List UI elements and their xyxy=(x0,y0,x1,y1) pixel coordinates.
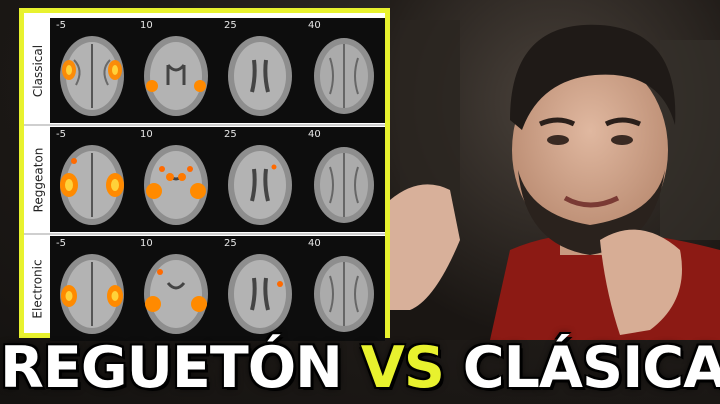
brain-scan-figure: Classical -5 10 xyxy=(19,8,390,341)
slice-strip: -5 10 xyxy=(50,18,385,123)
brain-slice: -5 xyxy=(50,236,133,341)
brain-slice: 10 xyxy=(134,127,217,232)
row-label: Reggeaton xyxy=(31,147,45,212)
slice-number: 25 xyxy=(224,20,237,31)
brain-slice: -5 xyxy=(50,18,133,123)
brain-slice: 40 xyxy=(302,18,385,123)
brain-slice: 10 xyxy=(134,18,217,123)
brain-slice: -5 xyxy=(50,127,133,232)
slice-number: 25 xyxy=(224,238,237,249)
slice-number: 40 xyxy=(308,238,321,249)
slice-strip: -5 10 xyxy=(50,127,385,232)
headline-vs: VS xyxy=(360,335,445,401)
row-label: Classical xyxy=(31,44,46,97)
headline-word-classical: CLÁSICA xyxy=(462,335,720,401)
slice-number: 40 xyxy=(308,20,321,31)
brain-slice: 40 xyxy=(302,236,385,341)
slice-number: -5 xyxy=(56,20,66,31)
headline-word-reggaeton: REGUETÓN xyxy=(0,335,343,401)
brain-slice: 25 xyxy=(218,236,301,341)
slice-number: -5 xyxy=(56,238,66,249)
figure-row-classical: Classical -5 10 xyxy=(24,18,385,123)
slice-number: -5 xyxy=(56,129,66,140)
slice-number: 40 xyxy=(308,129,321,140)
row-divider xyxy=(24,124,385,126)
brain-slice: 25 xyxy=(218,127,301,232)
brain-slice: 40 xyxy=(302,127,385,232)
figure-row-electronic: Electronic -5 10 xyxy=(24,236,385,341)
slice-number: 25 xyxy=(224,129,237,140)
headline: REGUETÓN VS CLÁSICA xyxy=(0,332,720,404)
figure-row-reggeaton: Reggeaton -5 10 xyxy=(24,127,385,232)
slice-strip: -5 10 xyxy=(50,236,385,341)
row-divider xyxy=(24,233,385,235)
person-photo xyxy=(390,0,720,340)
slice-number: 10 xyxy=(140,129,153,140)
row-label: Electronic xyxy=(31,258,45,319)
brain-slice: 10 xyxy=(134,236,217,341)
brain-slice: 25 xyxy=(218,18,301,123)
slice-number: 10 xyxy=(140,238,153,249)
slice-number: 10 xyxy=(140,20,153,31)
